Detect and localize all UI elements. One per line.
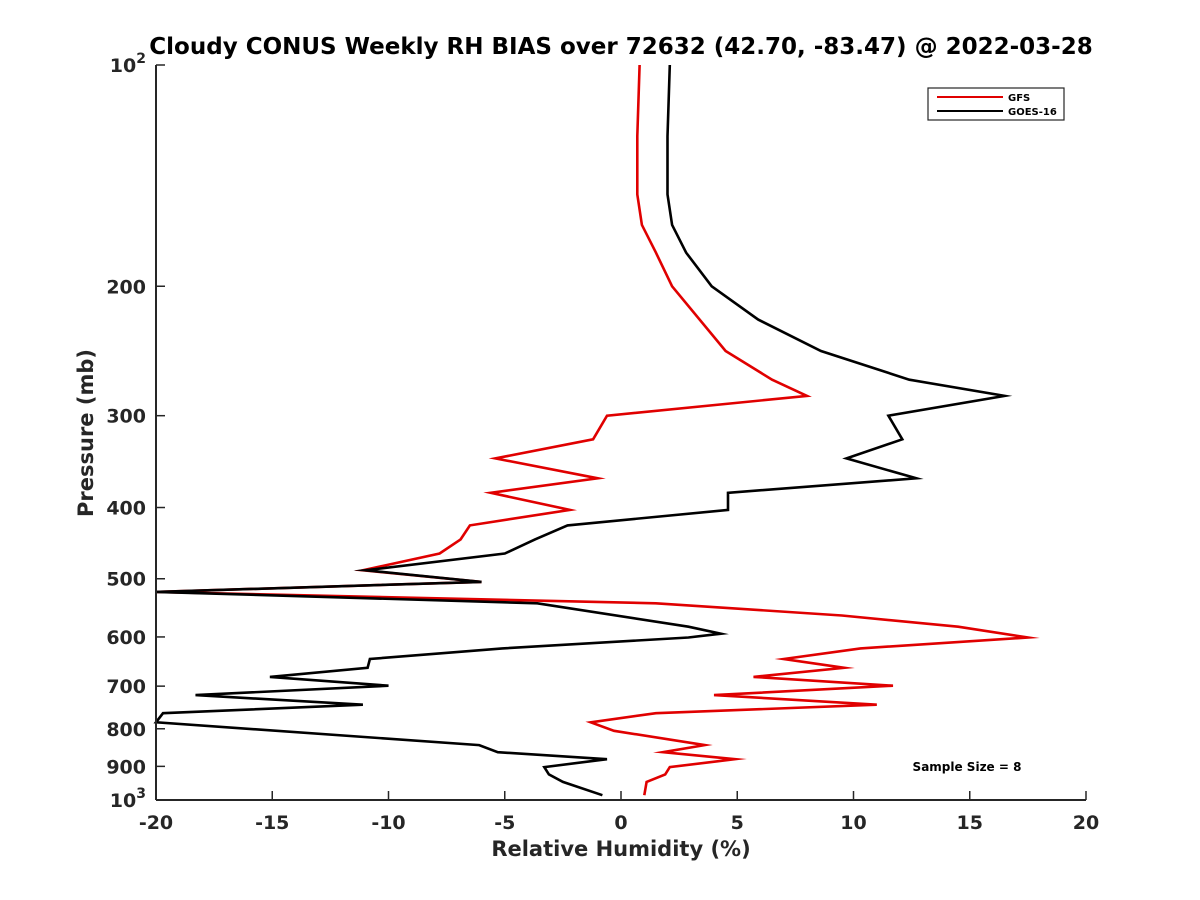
series-line-gfs — [155, 64, 1040, 796]
series-line-goes16 — [153, 64, 1013, 797]
y-tick-label: 200 — [106, 276, 146, 298]
y-tick-label: 103 — [110, 786, 146, 812]
x-tick-label: 15 — [957, 812, 983, 834]
legend-label-gfs: GFS — [1008, 93, 1030, 104]
chart-title: Cloudy CONUS Weekly RH BIAS over 72632 (… — [149, 34, 1092, 60]
legend-box — [927, 87, 1065, 121]
x-tick-label: -10 — [371, 812, 405, 834]
x-tick-label: -15 — [255, 812, 289, 834]
x-tick-label: 5 — [731, 812, 744, 834]
y-tick-label: 500 — [106, 569, 146, 591]
legend: GFS GOES-16 — [927, 87, 1065, 121]
x-tick-label: -5 — [494, 812, 515, 834]
legend-label-goes16: GOES-16 — [1008, 107, 1057, 118]
y-tick-label: 400 — [106, 498, 146, 520]
y-tick-label: 600 — [106, 627, 146, 649]
x-tick-label: -20 — [139, 812, 173, 834]
y-tick-label: 800 — [106, 719, 146, 741]
y-tick-label: 102 — [110, 51, 146, 77]
x-axis-label: Relative Humidity (%) — [491, 837, 750, 861]
y-axis-label: Pressure (mb) — [74, 349, 98, 517]
series-layer — [153, 64, 1040, 797]
x-tick-label: 20 — [1073, 812, 1099, 834]
y-tick-label: 900 — [106, 756, 146, 778]
plot-area — [153, 64, 1040, 797]
x-tick-label: 0 — [614, 812, 627, 834]
y-tick-label: 300 — [106, 406, 146, 428]
y-ticks: 102 200 300 400 500 600 700 800 900 103 — [106, 51, 165, 812]
sample-size-annotation: Sample Size = 8 — [913, 760, 1022, 774]
x-ticks: -20 -15 -10 -5 0 5 10 15 20 — [139, 791, 1099, 834]
y-tick-label: 700 — [106, 676, 146, 698]
x-tick-label: 10 — [840, 812, 866, 834]
